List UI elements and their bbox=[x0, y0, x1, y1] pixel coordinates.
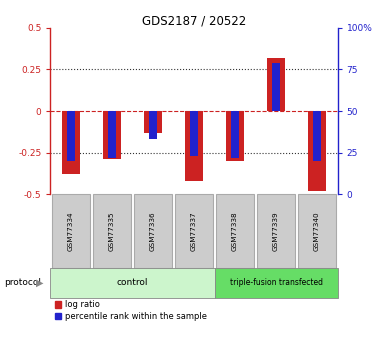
Bar bbox=[267, 58, 285, 111]
Bar bbox=[272, 63, 280, 111]
Text: triple-fusion transfected: triple-fusion transfected bbox=[230, 278, 322, 287]
Bar bbox=[103, 111, 121, 159]
Bar bbox=[185, 111, 203, 181]
Bar bbox=[175, 195, 213, 268]
Text: GSM77336: GSM77336 bbox=[150, 211, 156, 251]
Bar bbox=[216, 195, 254, 268]
Bar bbox=[298, 195, 336, 268]
Text: GSM77337: GSM77337 bbox=[191, 211, 197, 251]
Bar bbox=[308, 111, 326, 191]
Text: GSM77340: GSM77340 bbox=[314, 211, 320, 251]
Bar bbox=[62, 111, 80, 175]
Bar bbox=[108, 111, 116, 158]
Bar bbox=[314, 111, 321, 161]
Bar bbox=[52, 195, 90, 268]
Bar bbox=[257, 195, 295, 268]
Text: GSM77339: GSM77339 bbox=[273, 211, 279, 251]
Title: GDS2187 / 20522: GDS2187 / 20522 bbox=[142, 14, 246, 28]
Bar bbox=[93, 195, 131, 268]
Bar bbox=[144, 111, 162, 133]
Legend: log ratio, percentile rank within the sample: log ratio, percentile rank within the sa… bbox=[55, 300, 206, 321]
Text: control: control bbox=[117, 278, 148, 287]
Text: protocol: protocol bbox=[4, 278, 41, 287]
Bar bbox=[149, 111, 157, 139]
Bar bbox=[50, 268, 215, 298]
Text: GSM77334: GSM77334 bbox=[68, 211, 74, 251]
Bar bbox=[134, 195, 172, 268]
Text: ▶: ▶ bbox=[36, 278, 43, 288]
Bar bbox=[226, 111, 244, 161]
Bar bbox=[215, 268, 338, 298]
Text: GSM77335: GSM77335 bbox=[109, 211, 115, 251]
Bar bbox=[231, 111, 239, 158]
Text: GSM77338: GSM77338 bbox=[232, 211, 238, 251]
Bar bbox=[190, 111, 198, 156]
Bar bbox=[67, 111, 74, 161]
